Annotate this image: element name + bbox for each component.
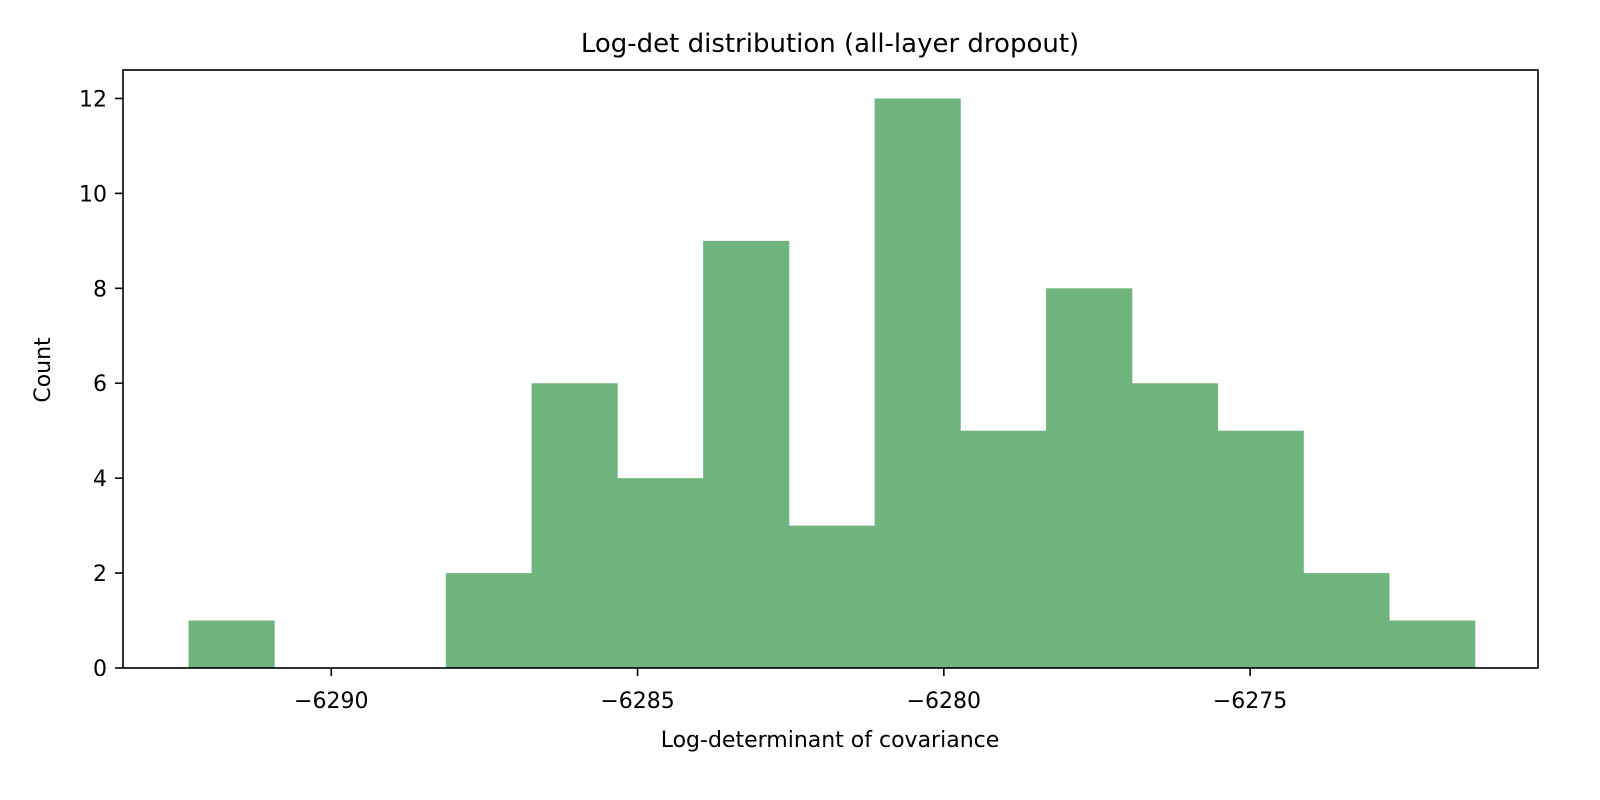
histogram-bar (188, 620, 275, 668)
histogram-bar (1046, 288, 1133, 668)
x-axis-label: Log-determinant of covariance (661, 728, 1000, 753)
histogram-bar (1217, 430, 1304, 668)
x-tick-label: −6280 (907, 689, 981, 714)
histogram-bar (874, 98, 961, 669)
histogram-bar (617, 478, 704, 668)
histogram-bar (1131, 383, 1219, 668)
histogram-bar (703, 240, 790, 669)
y-tick-label: 8 (93, 277, 107, 302)
y-tick-label: 2 (93, 562, 107, 587)
x-tick-label: −6285 (600, 689, 674, 714)
histogram-bar (960, 430, 1047, 668)
histogram-bar (788, 525, 876, 668)
x-axis: −6290 −6285 −6280 −6275 (294, 668, 1287, 714)
bars-group (188, 98, 1476, 669)
chart-title: Log-det distribution (all-layer dropout) (581, 29, 1079, 59)
plot-frame (122, 69, 1539, 669)
histogram-bar (1389, 620, 1476, 668)
y-axis-label: Count (31, 337, 56, 403)
x-tick-label: −6275 (1213, 689, 1287, 714)
y-axis: 0 2 4 6 8 10 12 (79, 87, 123, 682)
y-tick-label: 0 (93, 657, 107, 682)
y-tick-label: 10 (79, 182, 107, 207)
y-tick-label: 6 (93, 372, 107, 397)
histogram-bar (445, 573, 532, 668)
histogram-bar (1303, 573, 1390, 668)
y-tick-label: 12 (79, 87, 107, 112)
x-tick-label: −6290 (294, 689, 368, 714)
y-tick-label: 4 (93, 467, 107, 492)
histogram-bar (531, 383, 618, 668)
